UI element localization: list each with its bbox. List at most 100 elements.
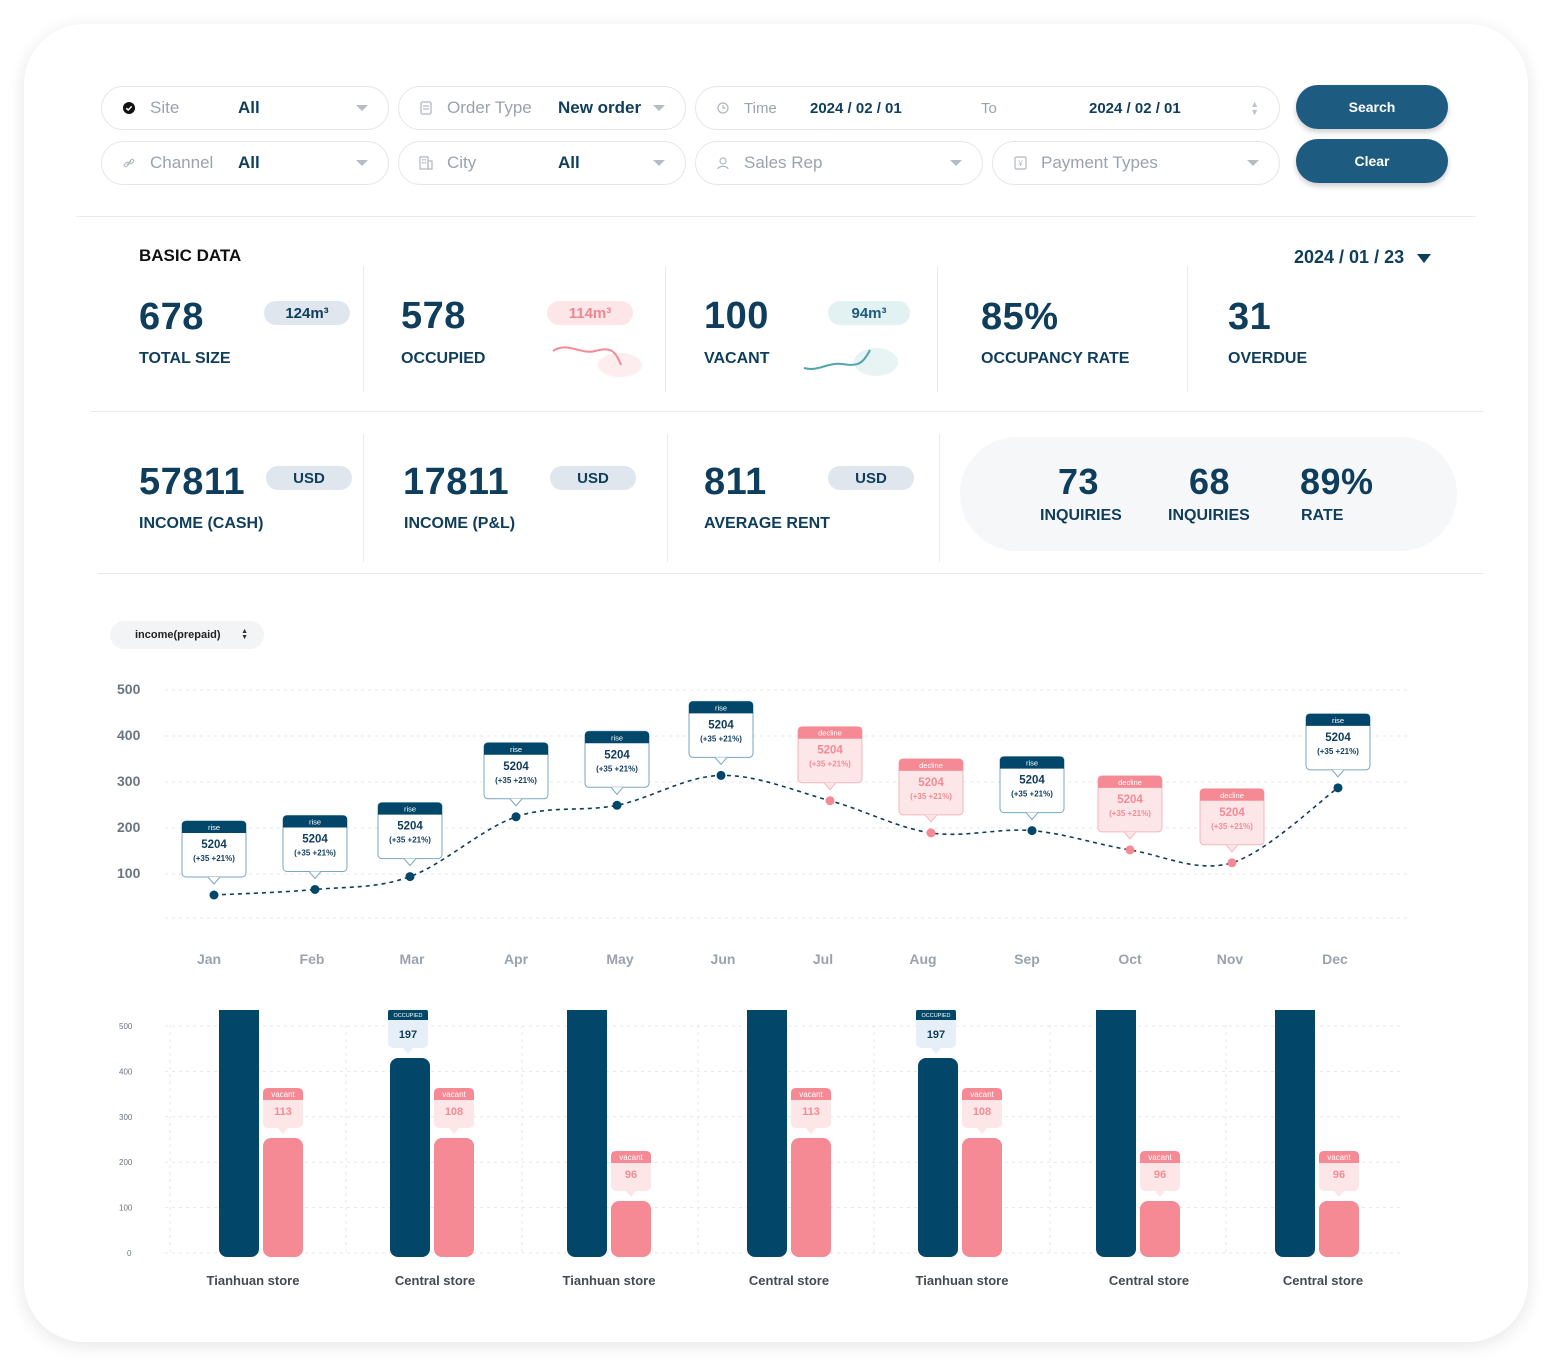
time-filter[interactable]: Time 2024 / 02 / 01 To 2024 / 02 / 01 ▲ ▼	[695, 86, 1280, 130]
tooltip-pointer	[931, 1048, 941, 1054]
tooltip-box	[282, 814, 348, 872]
tooltip-pointer	[403, 858, 417, 867]
data-tooltip: rise 5204 (+35 +21%)	[377, 802, 443, 867]
y-tick-label: 500	[117, 681, 141, 697]
tooltip-tag: rise	[1026, 759, 1038, 768]
tooltip-header	[263, 1088, 303, 1100]
tooltip-tag: decline	[1220, 791, 1244, 800]
overdue-label: OVERDUE	[1228, 350, 1308, 367]
x-tick-label: Central store	[395, 1273, 475, 1288]
tooltip-pointer	[714, 757, 728, 766]
order-type-filter[interactable]: Order Type New order	[398, 86, 686, 130]
site-label: Site	[150, 98, 180, 117]
occupied-bar	[1275, 1010, 1315, 1257]
data-tooltip: rise 5204 (+35 +21%)	[282, 814, 348, 880]
inquiries-2-label: INQUIRIES	[1168, 507, 1250, 524]
search-button[interactable]: Search	[1296, 85, 1448, 129]
tooltip-value: 5204	[302, 833, 328, 845]
tooltip-pointer	[278, 1128, 288, 1134]
tooltip-tag: vacant	[271, 1090, 295, 1099]
tooltip-box	[377, 802, 443, 860]
divider	[363, 266, 364, 392]
x-tick-label: Sep	[1014, 951, 1040, 967]
tooltip-change: (+35 +21%)	[910, 792, 952, 801]
vacant-bar	[263, 1138, 303, 1257]
average-rent-label: AVERAGE RENT	[704, 515, 830, 532]
tooltip-value: 5204	[708, 719, 734, 731]
x-tick-label: Jul	[813, 951, 833, 967]
occupied-tooltip: OCCUPIED 197	[916, 1010, 956, 1054]
income-series-line	[213, 774, 1339, 896]
data-tooltip: rise 5204 (+35 +21%)	[1305, 713, 1371, 778]
x-tick-label: Central store	[1283, 1273, 1363, 1288]
site-filter[interactable]: Site All	[101, 86, 389, 130]
occupied-bar	[1096, 1010, 1136, 1257]
tooltip-tag: vacant	[1148, 1153, 1172, 1162]
divider	[91, 411, 1484, 412]
chart-metric-selector[interactable]: income(prepaid) ▲ ▼	[110, 621, 264, 649]
sales-rep-filter[interactable]: Sales Rep	[695, 141, 983, 185]
y-tick-label: 300	[117, 773, 141, 789]
user-icon	[716, 156, 730, 170]
tooltip-header	[283, 815, 347, 828]
tooltip-header	[1200, 788, 1264, 801]
tooltip-pointer	[806, 1128, 816, 1134]
vacant-tooltip: vacant 96	[1319, 1151, 1359, 1197]
occupied-bar	[918, 1058, 958, 1257]
city-value: All	[558, 153, 580, 172]
order-type-value: New order	[558, 98, 642, 117]
x-tick-label: May	[606, 951, 633, 967]
y-tick-label: 400	[119, 1067, 133, 1076]
tooltip-header	[916, 1010, 956, 1020]
chevron-down-icon	[1247, 160, 1259, 166]
tooltip-change: (+35 +21%)	[294, 848, 336, 857]
payment-types-label: Payment Types	[1041, 153, 1158, 172]
tooltip-header	[899, 758, 963, 771]
occupancy-rate-value: 85%	[981, 296, 1059, 338]
payment-types-filter[interactable]: ¥ Payment Types	[992, 141, 1280, 185]
clear-button[interactable]: Clear	[1296, 139, 1448, 183]
tooltip-pointer	[449, 1128, 459, 1134]
tooltip-change: (+35 +21%)	[700, 734, 742, 743]
date-selector[interactable]: 2024 / 01 / 23	[1294, 247, 1432, 268]
tooltip-pointer	[207, 876, 221, 885]
divider	[1187, 266, 1188, 392]
data-point	[612, 800, 622, 810]
data-tooltip: decline 5204 (+35 +21%)	[1199, 788, 1265, 853]
tooltip-box	[584, 730, 650, 788]
divider	[76, 216, 1476, 217]
occupancy-rate-label: OCCUPANCY RATE	[981, 350, 1130, 367]
section-title: BASIC DATA	[139, 246, 242, 265]
store-bar-chart: 5004003002001000OCCUPIED398vacant113Tian…	[119, 1010, 1400, 1288]
tooltip-tag: vacant	[799, 1090, 823, 1099]
tooltip-value: 5204	[604, 749, 630, 761]
tooltip-pointer	[1225, 844, 1239, 853]
vacant-value-label: 108	[445, 1106, 463, 1118]
building-icon	[419, 156, 433, 170]
occupied-value-label: 197	[399, 1029, 417, 1041]
chevron-down-icon	[950, 160, 962, 166]
tooltip-header	[791, 1088, 831, 1100]
city-filter[interactable]: City All	[398, 141, 686, 185]
tooltip-box	[1199, 788, 1265, 846]
tooltip-tag: vacant	[1327, 1153, 1351, 1162]
tooltip-tag: rise	[404, 805, 416, 814]
divider	[939, 434, 940, 562]
average-rent-badge: USD	[828, 466, 914, 490]
tooltip-pointer	[626, 1191, 636, 1197]
income-pl-label: INCOME (P&L)	[404, 515, 516, 532]
tooltip-header	[388, 1010, 428, 1020]
channel-filter[interactable]: Channel All	[101, 141, 389, 185]
tooltip-header	[1000, 756, 1064, 769]
occupied-value: 578	[401, 295, 466, 337]
data-point	[310, 884, 320, 894]
occupied-sparkline	[552, 346, 642, 377]
y-tick-label: 0	[127, 1249, 132, 1258]
tooltip-value: 5204	[1019, 775, 1045, 787]
total-size-badge: 124m³	[264, 301, 350, 325]
divider	[363, 434, 364, 562]
vacant-badge: 94m³	[828, 301, 910, 325]
x-tick-label: Central store	[1109, 1273, 1189, 1288]
total-size-value: 678	[139, 296, 204, 338]
tooltip-pointer	[509, 798, 523, 807]
